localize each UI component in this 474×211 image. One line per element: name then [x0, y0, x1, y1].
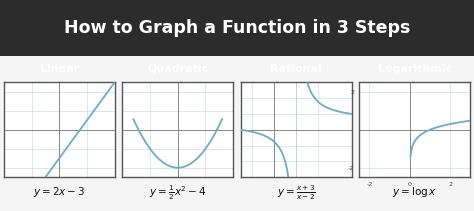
- Text: How to Graph a Function in 3 Steps: How to Graph a Function in 3 Steps: [64, 19, 410, 37]
- Text: $y = \frac{x+3}{x-2}$: $y = \frac{x+3}{x-2}$: [277, 183, 316, 202]
- Text: Quadratic: Quadratic: [147, 64, 209, 74]
- Text: $y = \frac{1}{2}x^2 - 4$: $y = \frac{1}{2}x^2 - 4$: [149, 183, 207, 202]
- Text: Linear: Linear: [40, 64, 79, 74]
- Text: Rational: Rational: [270, 64, 322, 74]
- Text: $y = 2x - 3$: $y = 2x - 3$: [33, 185, 85, 199]
- Text: $y = \log x$: $y = \log x$: [392, 185, 437, 199]
- Text: Logarithmic: Logarithmic: [378, 64, 452, 74]
